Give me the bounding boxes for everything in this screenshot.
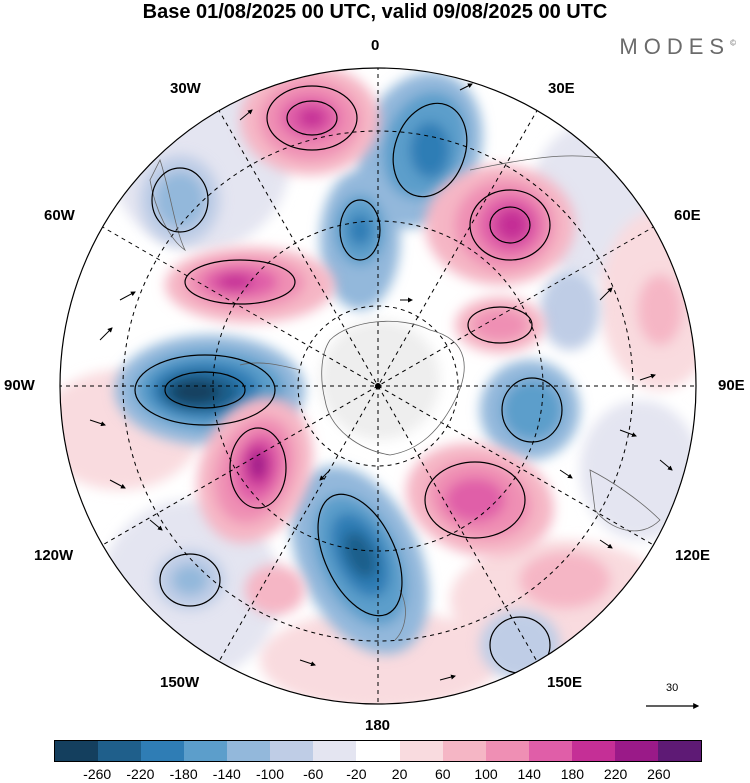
south-pole-marker <box>375 383 381 389</box>
colorbar-swatch <box>399 741 443 761</box>
colorbar-swatch <box>270 741 314 761</box>
colorbar-tick-label: 60 <box>435 766 451 782</box>
colorbar-tick-label: -140 <box>212 766 241 782</box>
colorbar-swatch <box>313 741 357 761</box>
colorbar-tick-label: -100 <box>255 766 285 782</box>
lon-label-30e: 30E <box>548 80 575 97</box>
lon-label-120e: 120E <box>675 547 711 564</box>
colorbar-swatch <box>614 741 658 761</box>
colorbar-tick-label: 100 <box>474 766 498 782</box>
colorbar-swatch <box>184 741 228 761</box>
colorbar-swatch <box>442 741 486 761</box>
colorbar-tick-label: 180 <box>560 766 585 782</box>
lon-label-180: 180 <box>365 717 391 734</box>
colorbar-swatch <box>141 741 185 761</box>
colorbar-swatch <box>528 741 572 761</box>
wind-vectors <box>89 83 673 681</box>
vector-scale-value: 30 <box>666 682 679 694</box>
lon-label-90w: 90W <box>4 377 35 394</box>
colorbar-tick-label: 20 <box>391 766 408 782</box>
brand-logo: MODES© <box>619 34 736 60</box>
colorbar-swatch <box>227 741 271 761</box>
brand-text: MODES <box>619 34 731 59</box>
lon-label-60w: 60W <box>44 207 75 224</box>
colorbar-tick-label: 220 <box>603 766 628 782</box>
map-border <box>59 67 697 705</box>
lon-label-60e: 60E <box>674 207 701 224</box>
lon-label-90e: 90E <box>718 377 745 394</box>
colorbar-swatch <box>657 741 701 761</box>
lon-label-150w: 150W <box>160 674 200 691</box>
coastlines <box>149 155 661 641</box>
colorbar-tick-label: -60 <box>303 766 324 782</box>
colorbar-tick-label: -260 <box>83 766 112 782</box>
lon-label-0: 0 <box>371 37 380 54</box>
colorbar <box>54 740 702 762</box>
brand-mark: © <box>730 38 736 48</box>
colorbar-swatch <box>356 741 400 761</box>
colorbar-swatch <box>98 741 142 761</box>
colorbar-swatch <box>571 741 615 761</box>
lon-label-120w: 120W <box>34 547 74 564</box>
colorbar-swatch <box>55 741 99 761</box>
anomaly-field <box>60 68 696 704</box>
colorbar-tick-label: -20 <box>346 766 367 782</box>
colorbar-tick-label: -220 <box>126 766 155 782</box>
lon-label-30w: 30W <box>170 80 201 97</box>
polar-map <box>59 67 700 709</box>
colorbar-tick-label: 140 <box>517 766 541 782</box>
colorbar-tick-label: -180 <box>169 766 198 782</box>
streamlines <box>134 85 563 674</box>
colorbar-tick-label: 260 <box>647 766 671 782</box>
map-title: Base 01/08/2025 00 UTC, valid 09/08/2025… <box>142 1 608 23</box>
colorbar-ticks: -260 -220 -180 -140 -100 -60 -20 20 60 100 140 180 2… <box>54 766 702 783</box>
colorbar-swatch <box>485 741 529 761</box>
lon-label-150e: 150E <box>547 674 583 691</box>
